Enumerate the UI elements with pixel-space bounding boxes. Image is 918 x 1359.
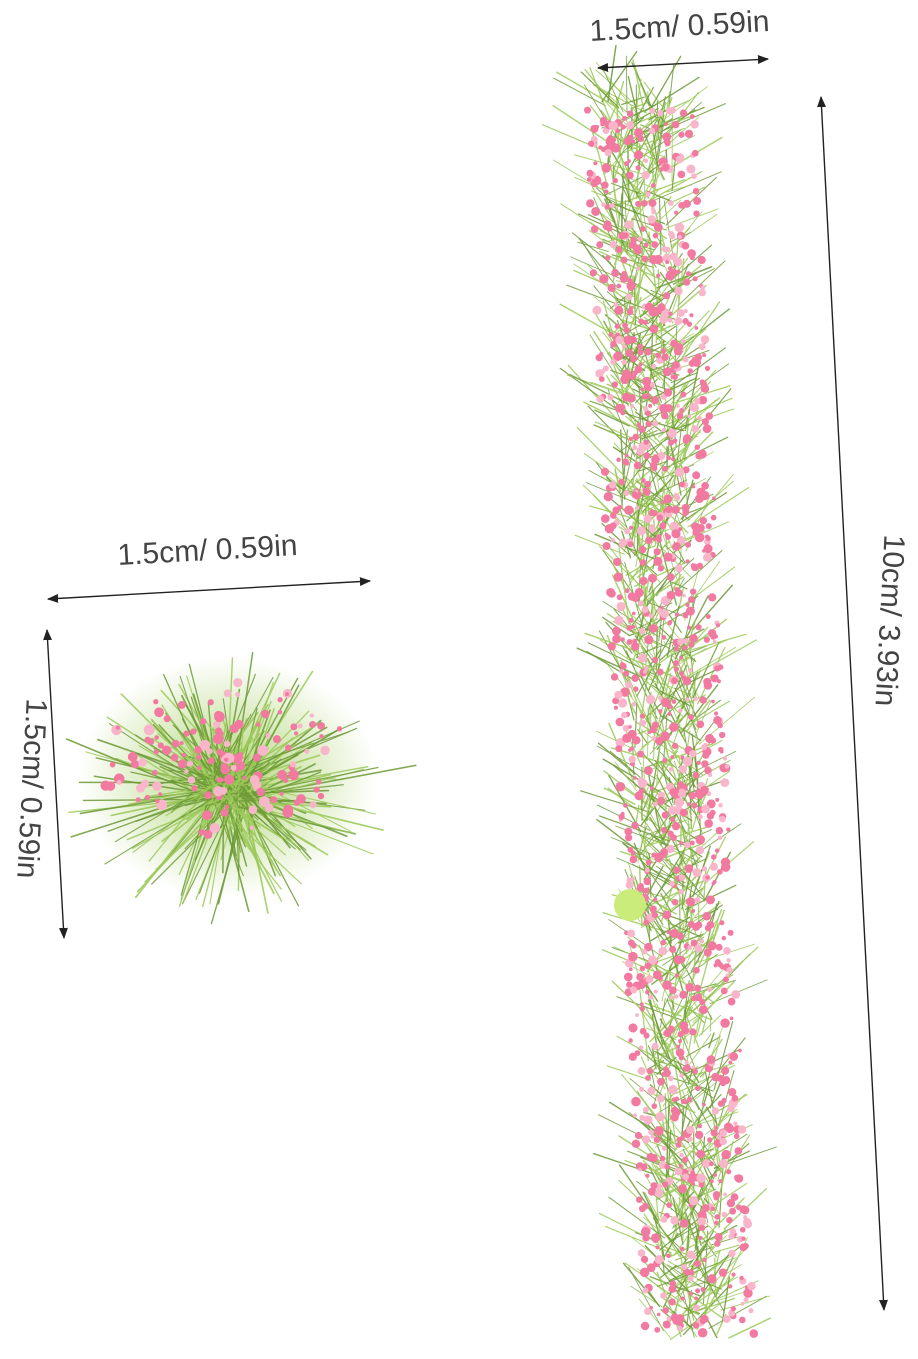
small-tuft-height-label: 1.5cm/ 0.59in bbox=[10, 698, 52, 880]
small-tuft-height-dimension: 1.5cm/ 0.59in bbox=[10, 628, 68, 940]
strip-pink-flowers bbox=[583, 106, 759, 1338]
yellow-green-clump bbox=[614, 889, 646, 921]
strip-width-label: 1.5cm/ 0.59in bbox=[589, 5, 771, 48]
small-tuft-width-dimension: 1.5cm/ 0.59in bbox=[46, 529, 372, 603]
small-tuft-width-label: 1.5cm/ 0.59in bbox=[117, 529, 299, 572]
small-grass-tuft-image bbox=[65, 651, 417, 925]
strip-length-dimension: 10cm/ 3.93in bbox=[817, 95, 911, 1312]
strip-length-arrow bbox=[817, 95, 888, 1312]
small-tuft-height-arrow bbox=[43, 628, 68, 940]
long-grass-strip-image bbox=[541, 44, 777, 1341]
strip-width-arrow bbox=[596, 55, 770, 72]
small-tuft-width-arrow bbox=[46, 577, 372, 603]
strip-length-label: 10cm/ 3.93in bbox=[869, 534, 911, 707]
strip-grass-blades bbox=[541, 44, 777, 1341]
tuft-pink-flowers bbox=[100, 678, 343, 839]
